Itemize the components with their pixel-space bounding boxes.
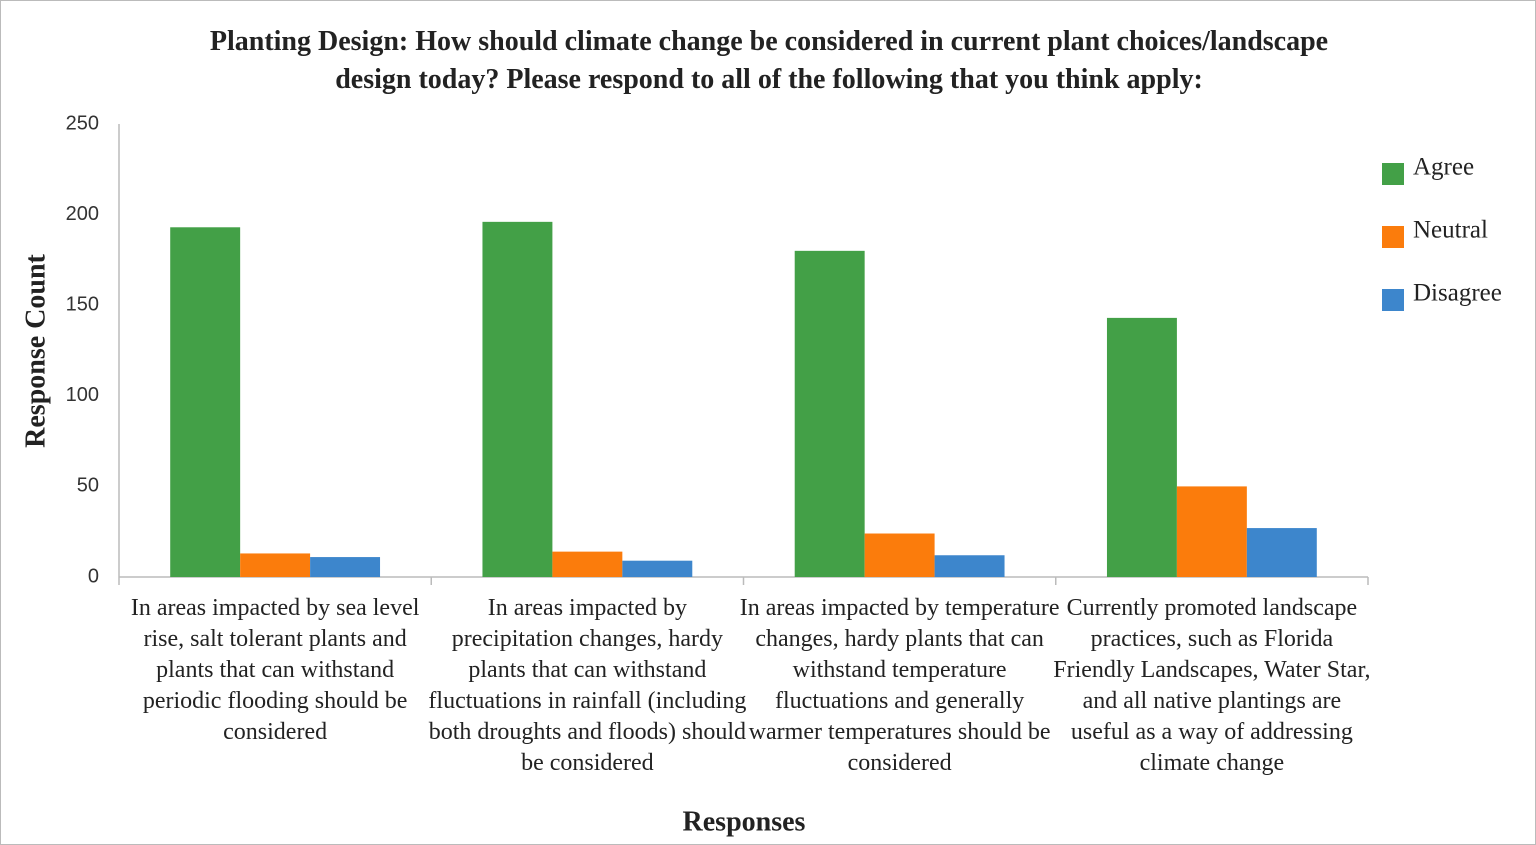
x-tick-label: Currently promoted landscape practices, … [1053,595,1371,776]
bar [482,221,553,577]
x-tick-label: In areas impacted by precipitation chang… [428,595,747,776]
x-axis-title: Responses [683,806,806,837]
y-axis-title: Response Count [20,253,51,447]
legend-label: Disagree [1413,280,1502,307]
legend-swatch [1382,226,1404,248]
legend-swatch [1382,163,1404,185]
legend-swatch [1382,289,1404,311]
bar [1246,528,1317,577]
y-tick-label: 150 [66,293,99,315]
bar [310,557,381,577]
bar [1106,317,1177,577]
y-tick-label: 200 [66,203,99,225]
y-tick-label: 50 [77,475,99,497]
chart-title: Planting Design: How should climate chan… [209,26,1329,95]
bar [864,533,935,577]
y-tick-label: 250 [66,112,99,134]
bar [794,250,865,577]
bar [622,560,693,577]
bar [1176,486,1247,577]
y-tick-label: 100 [66,384,99,406]
bar [552,551,623,577]
legend-label: Agree [1413,154,1474,181]
x-tick-label: In areas impacted by temperature changes… [739,595,1060,776]
legend-label: Neutral [1413,217,1488,244]
bar [240,553,311,577]
y-tick-label: 0 [88,565,99,587]
x-tick-label: In areas impacted by sea level rise, sal… [130,595,420,745]
bar [170,227,241,577]
bar [934,555,1005,577]
